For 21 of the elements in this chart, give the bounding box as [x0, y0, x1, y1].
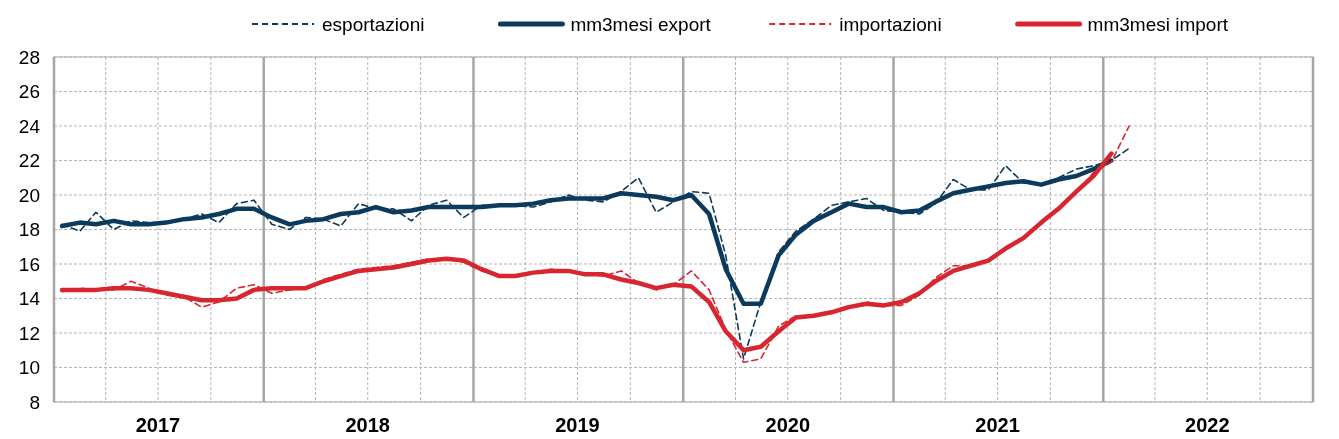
x-tick-label: 2018 [345, 414, 390, 436]
legend-label: esportazioni [322, 13, 425, 35]
y-tick-label: 18 [18, 219, 40, 241]
y-tick-label: 20 [18, 184, 40, 206]
x-tick-label: 2022 [1185, 414, 1230, 436]
legend-label: mm3mesi export [570, 13, 712, 35]
x-tick-label: 2017 [135, 414, 181, 436]
legend-label: importazioni [839, 13, 942, 35]
y-tick-label: 8 [29, 391, 40, 413]
y-tick-label: 26 [18, 81, 40, 103]
y-tick-label: 28 [18, 46, 40, 68]
y-tick-label: 16 [18, 253, 40, 275]
x-tick-label: 2021 [975, 414, 1020, 436]
y-tick-label: 12 [18, 322, 40, 344]
y-tick-label: 14 [18, 288, 41, 310]
legend-label: mm3mesi import [1087, 13, 1229, 35]
y-tick-label: 24 [18, 115, 41, 137]
y-tick-label: 10 [18, 357, 40, 379]
x-tick-label: 2019 [555, 414, 600, 436]
y-tick-label: 22 [18, 150, 40, 172]
x-tick-label: 2020 [765, 414, 811, 436]
